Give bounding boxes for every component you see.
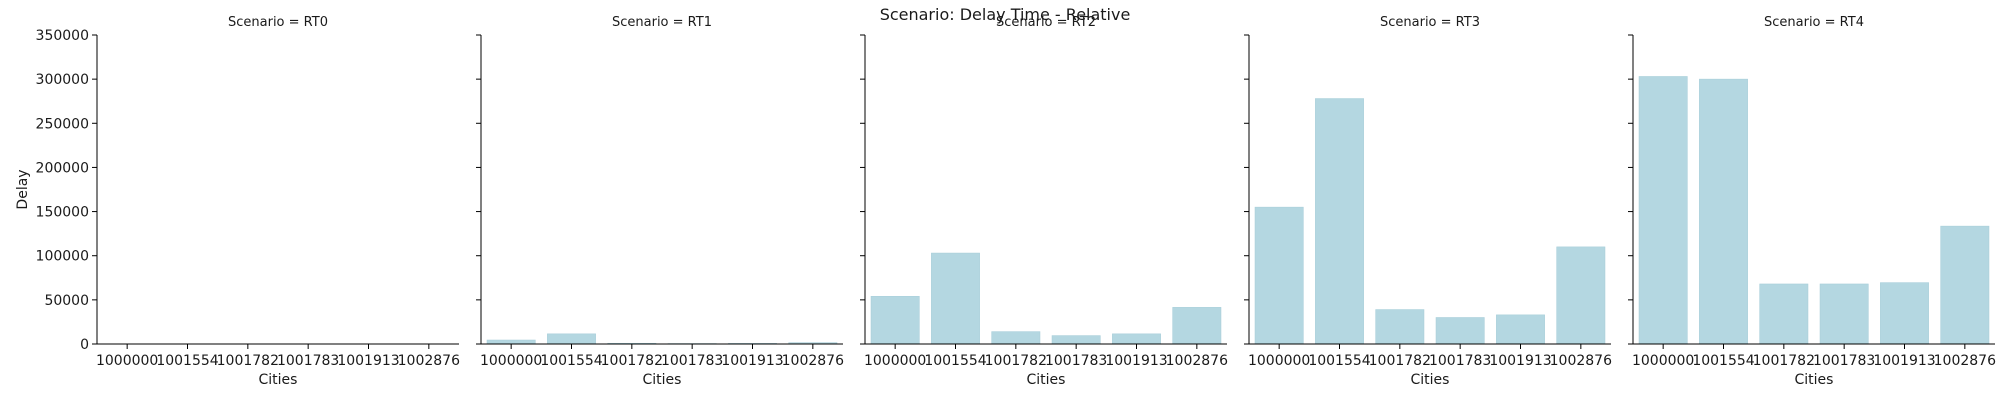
x-tick-label: 1000000 [1632, 353, 1694, 369]
x-tick-label: 1001913 [1489, 353, 1551, 369]
x-tick-label: 1001782 [985, 353, 1047, 369]
x-tick-label: 1001782 [1753, 353, 1815, 369]
x-tick-label: 1002876 [782, 353, 844, 369]
y-tick-label: 50000 [44, 293, 89, 309]
x-tick-label: 1001782 [601, 353, 663, 369]
x-tick-label: 1000000 [1248, 353, 1310, 369]
bar-1000000 [1639, 76, 1687, 344]
bar-1001554 [547, 334, 595, 344]
y-tick-label: 350000 [36, 28, 89, 44]
y-tick-label: 100000 [36, 249, 89, 265]
facet-panel-4: Scenario = RT4 10000001001554100178210017… [1628, 15, 1996, 388]
panel-title: Scenario = RT1 [612, 15, 712, 30]
x-tick-label: 1001554 [1308, 353, 1370, 369]
x-tick-label: 1001782 [217, 353, 279, 369]
y-tick-label: 300000 [36, 72, 89, 88]
bar-1002876 [1557, 247, 1605, 344]
x-tick-label: 1000000 [480, 353, 542, 369]
x-tick-label: 1001554 [1692, 353, 1754, 369]
x-tick-label: 1001783 [277, 353, 339, 369]
bar-1002876 [1941, 226, 1989, 344]
bar-1001782 [1760, 284, 1808, 344]
x-tick-label: 1001783 [1045, 353, 1107, 369]
x-tick-label: 1001913 [1105, 353, 1167, 369]
x-axis-label: Cities [259, 372, 298, 388]
y-axis-label: Delay [15, 169, 31, 209]
x-tick-label: 1001913 [1873, 353, 1935, 369]
x-tick-label: 1001783 [661, 353, 723, 369]
bar-1001554 [1315, 99, 1363, 344]
y-tick-label: 250000 [36, 116, 89, 132]
x-tick-label: 1002876 [398, 353, 460, 369]
panel-title: Scenario = RT0 [228, 15, 328, 30]
bar-1001783 [1436, 318, 1484, 344]
y-tick-label: 150000 [36, 205, 89, 221]
x-axis-label: Cities [1795, 372, 1834, 388]
bar-1000000 [1255, 207, 1303, 344]
y-tick-label: 200000 [36, 160, 89, 176]
panel-title: Scenario = RT3 [1380, 15, 1480, 30]
x-tick-label: 1001554 [924, 353, 986, 369]
x-tick-label: 1001554 [156, 353, 218, 369]
x-tick-label: 1001783 [1429, 353, 1491, 369]
x-tick-label: 1001782 [1369, 353, 1431, 369]
x-tick-label: 1000000 [864, 353, 926, 369]
x-axis-label: Cities [1411, 372, 1450, 388]
bar-1000000 [871, 296, 919, 344]
x-tick-label: 1002876 [1166, 353, 1228, 369]
x-tick-label: 1001783 [1813, 353, 1875, 369]
bar-1001782 [992, 332, 1040, 344]
facet-panel-1: Scenario = RT1 10000001001554100178210017… [476, 15, 844, 388]
facet-panel-3: Scenario = RT3 10000001001554100178210017… [1244, 15, 1612, 388]
bar-1001783 [1820, 284, 1868, 344]
facet-panel-0: Scenario = RT0 0 50000 100000 150000 200000 25… [15, 15, 460, 388]
bar-1002876 [1173, 307, 1221, 344]
bar-1001783 [1052, 336, 1100, 344]
x-axis-label: Cities [1027, 372, 1066, 388]
facet-panel-2: Scenario = RT210000001001554100178210017… [860, 15, 1228, 388]
bar-1001913 [1880, 283, 1928, 344]
x-tick-label: 1002876 [1550, 353, 1612, 369]
y-tick-label: 0 [80, 337, 89, 353]
bar-1000000 [487, 340, 535, 344]
figure-suptitle: Scenario: Delay Time - Relative [880, 5, 1131, 24]
x-tick-label: 1001913 [337, 353, 399, 369]
x-tick-label: 1002876 [1934, 353, 1996, 369]
x-tick-label: 1000000 [96, 353, 158, 369]
bar-1001782 [1376, 310, 1424, 344]
x-axis-label: Cities [643, 372, 682, 388]
bar-1001554 [1699, 79, 1747, 344]
bar-1001554 [931, 253, 979, 344]
bar-1001913 [1496, 315, 1544, 344]
x-tick-label: 1001913 [721, 353, 783, 369]
panel-title: Scenario = RT4 [1764, 15, 1864, 30]
x-tick-label: 1001554 [540, 353, 602, 369]
bar-1001913 [1112, 334, 1160, 344]
